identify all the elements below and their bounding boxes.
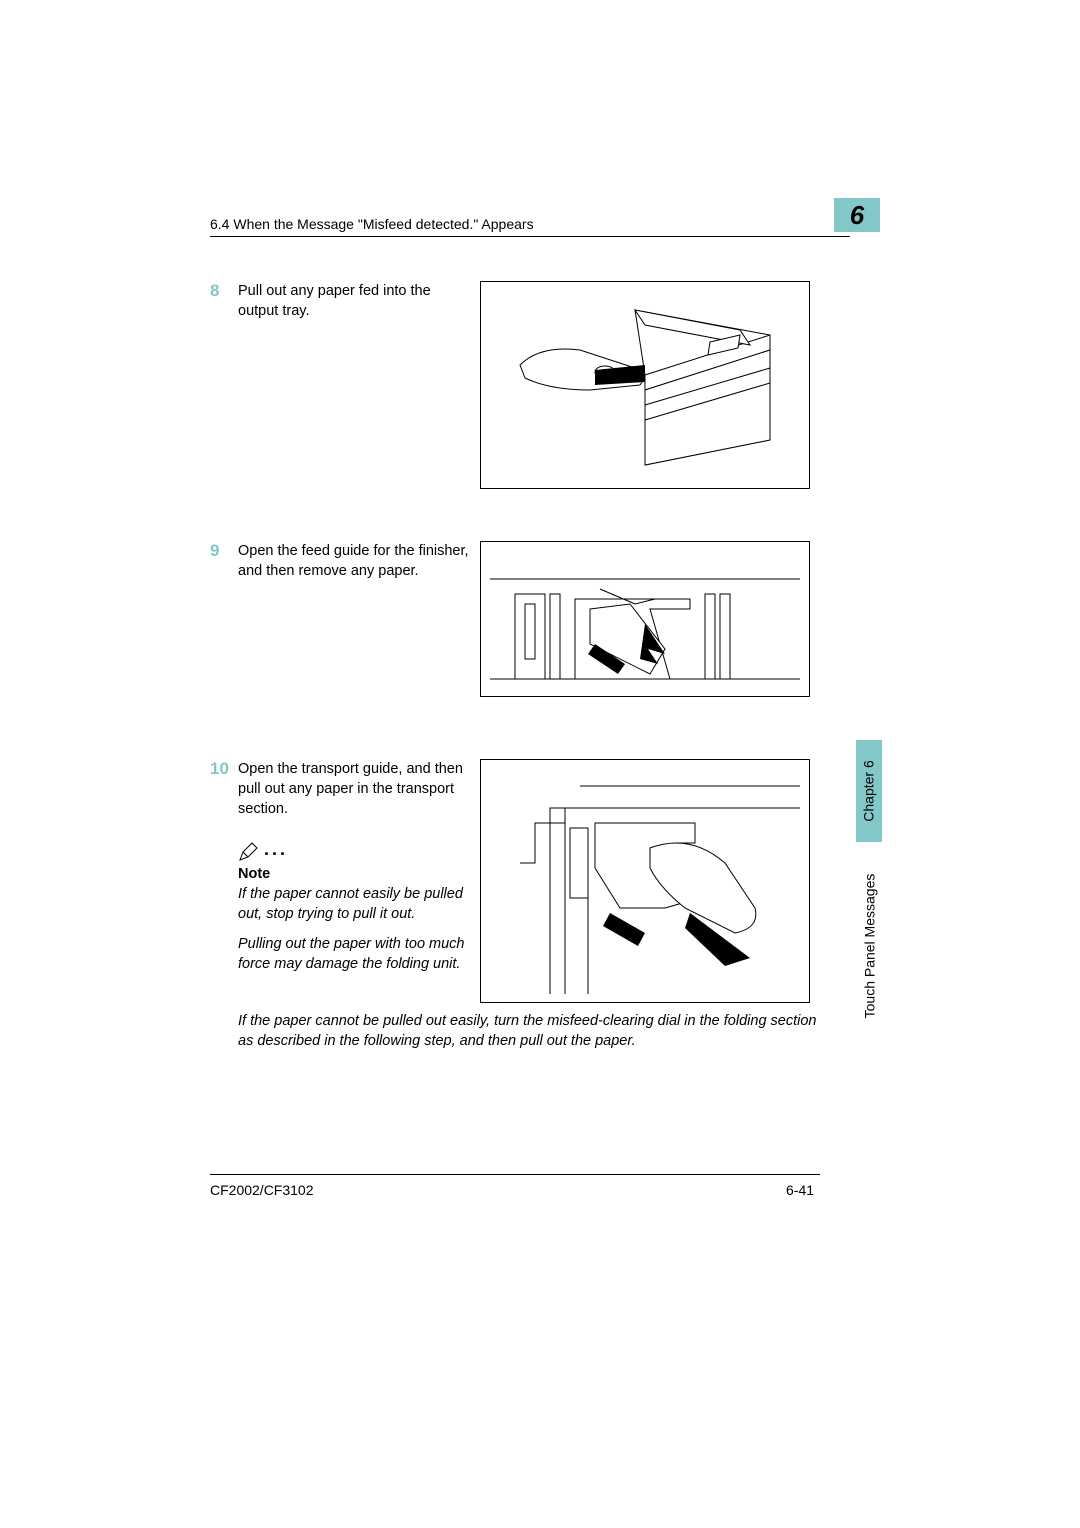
figure-step-10 (480, 759, 810, 1003)
step-text: Open the feed guide for the finisher, an… (238, 541, 480, 581)
figure-col (480, 541, 810, 697)
note-p2: Pulling out the paper with too much forc… (238, 934, 470, 974)
printer-output-tray-icon (490, 290, 800, 480)
chapter-tab-text: Chapter 6 (861, 760, 877, 821)
note-continuation: If the paper cannot be pulled out easily… (210, 1011, 820, 1051)
section-header: 6.4 When the Message "Misfeed detected."… (210, 216, 534, 232)
note-icon-row: ... (238, 837, 470, 862)
step-num: 8 (210, 281, 238, 301)
footer-model: CF2002/CF3102 (210, 1182, 314, 1198)
figure-col (480, 759, 810, 1003)
ellipsis-icon: ... (264, 837, 288, 862)
pencil-icon (238, 840, 260, 862)
step-text: Pull out any paper fed into the output t… (238, 281, 480, 321)
section-label-text: Touch Panel Messages (861, 874, 877, 1019)
note-title: Note (238, 864, 470, 884)
note-body: If the paper cannot easily be pulled out… (238, 884, 470, 974)
step-9: 9 Open the feed guide for the finisher, … (210, 541, 820, 697)
step-num: 10 (210, 759, 238, 779)
footer-rule (210, 1174, 820, 1175)
step-10: 10 Open the transport guide, and then pu… (210, 759, 820, 1003)
note-p3: If the paper cannot be pulled out easily… (238, 1011, 818, 1051)
step-8: 8 Pull out any paper fed into the output… (210, 281, 820, 489)
feed-guide-icon (490, 549, 800, 689)
chapter-badge: 6 (834, 198, 880, 232)
figure-col (480, 281, 810, 489)
step-text-col: Open the transport guide, and then pull … (238, 759, 480, 984)
header-row: 6.4 When the Message "Misfeed detected."… (210, 198, 850, 232)
chapter-number: 6 (850, 200, 864, 231)
section-side-label: Touch Panel Messages (856, 856, 882, 1036)
figure-step-9 (480, 541, 810, 697)
note-block: ... Note If the paper cannot easily be p… (238, 837, 470, 974)
footer-page: 6-41 (786, 1182, 814, 1198)
chapter-side-tab: Chapter 6 (856, 740, 882, 842)
step-num: 9 (210, 541, 238, 561)
figure-step-8 (480, 281, 810, 489)
header-rule (210, 236, 850, 237)
step-text: Open the transport guide, and then pull … (238, 759, 470, 819)
transport-guide-icon (490, 768, 800, 994)
page-content: 6.4 When the Message "Misfeed detected."… (210, 198, 820, 1051)
note-p1: If the paper cannot easily be pulled out… (238, 884, 470, 924)
